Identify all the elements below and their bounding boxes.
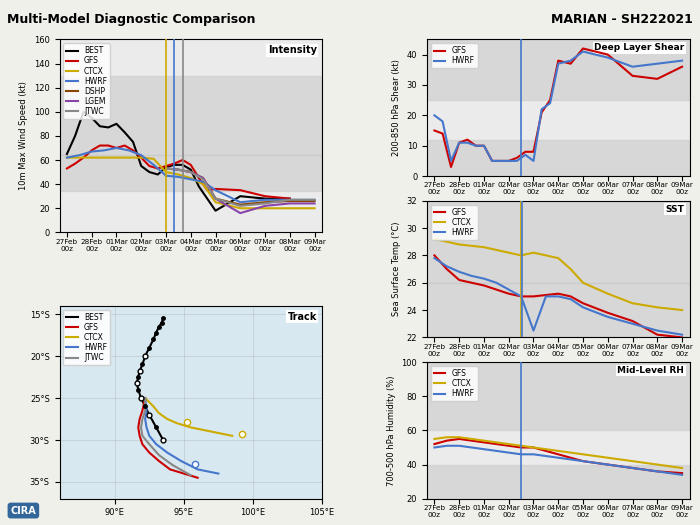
Bar: [427, 140, 690, 176]
Text: SST: SST: [666, 205, 685, 214]
Bar: [427, 465, 690, 499]
Text: Mid-Level RH: Mid-Level RH: [617, 366, 685, 375]
Bar: [427, 362, 690, 430]
Text: Multi-Model Diagnostic Comparison: Multi-Model Diagnostic Comparison: [7, 13, 256, 26]
Y-axis label: 10m Max Wind Speed (kt): 10m Max Wind Speed (kt): [20, 81, 28, 191]
Bar: [427, 39, 690, 100]
Text: Track: Track: [288, 311, 316, 321]
Bar: [427, 283, 690, 338]
Legend: GFS, CTCX, HWRF: GFS, CTCX, HWRF: [430, 205, 477, 240]
Bar: [427, 201, 690, 283]
Bar: [60, 76, 322, 155]
Bar: [60, 155, 322, 192]
Legend: GFS, CTCX, HWRF: GFS, CTCX, HWRF: [430, 366, 477, 401]
Y-axis label: 200-850 hPa Shear (kt): 200-850 hPa Shear (kt): [392, 59, 401, 156]
Legend: BEST, GFS, CTCX, HWRF, DSHP, LGEM, JTWC: BEST, GFS, CTCX, HWRF, DSHP, LGEM, JTWC: [63, 43, 110, 119]
Text: Intensity: Intensity: [267, 45, 316, 55]
Legend: BEST, GFS, CTCX, HWRF, JTWC: BEST, GFS, CTCX, HWRF, JTWC: [63, 310, 110, 365]
Legend: GFS, HWRF: GFS, HWRF: [430, 43, 477, 68]
Y-axis label: Sea Surface Temp (°C): Sea Surface Temp (°C): [392, 222, 401, 316]
Text: Deep Layer Shear: Deep Layer Shear: [594, 44, 685, 52]
Y-axis label: 700-500 hPa Humidity (%): 700-500 hPa Humidity (%): [387, 375, 396, 486]
Text: CIRA: CIRA: [10, 506, 36, 516]
Text: MARIAN - SH222021: MARIAN - SH222021: [551, 13, 693, 26]
